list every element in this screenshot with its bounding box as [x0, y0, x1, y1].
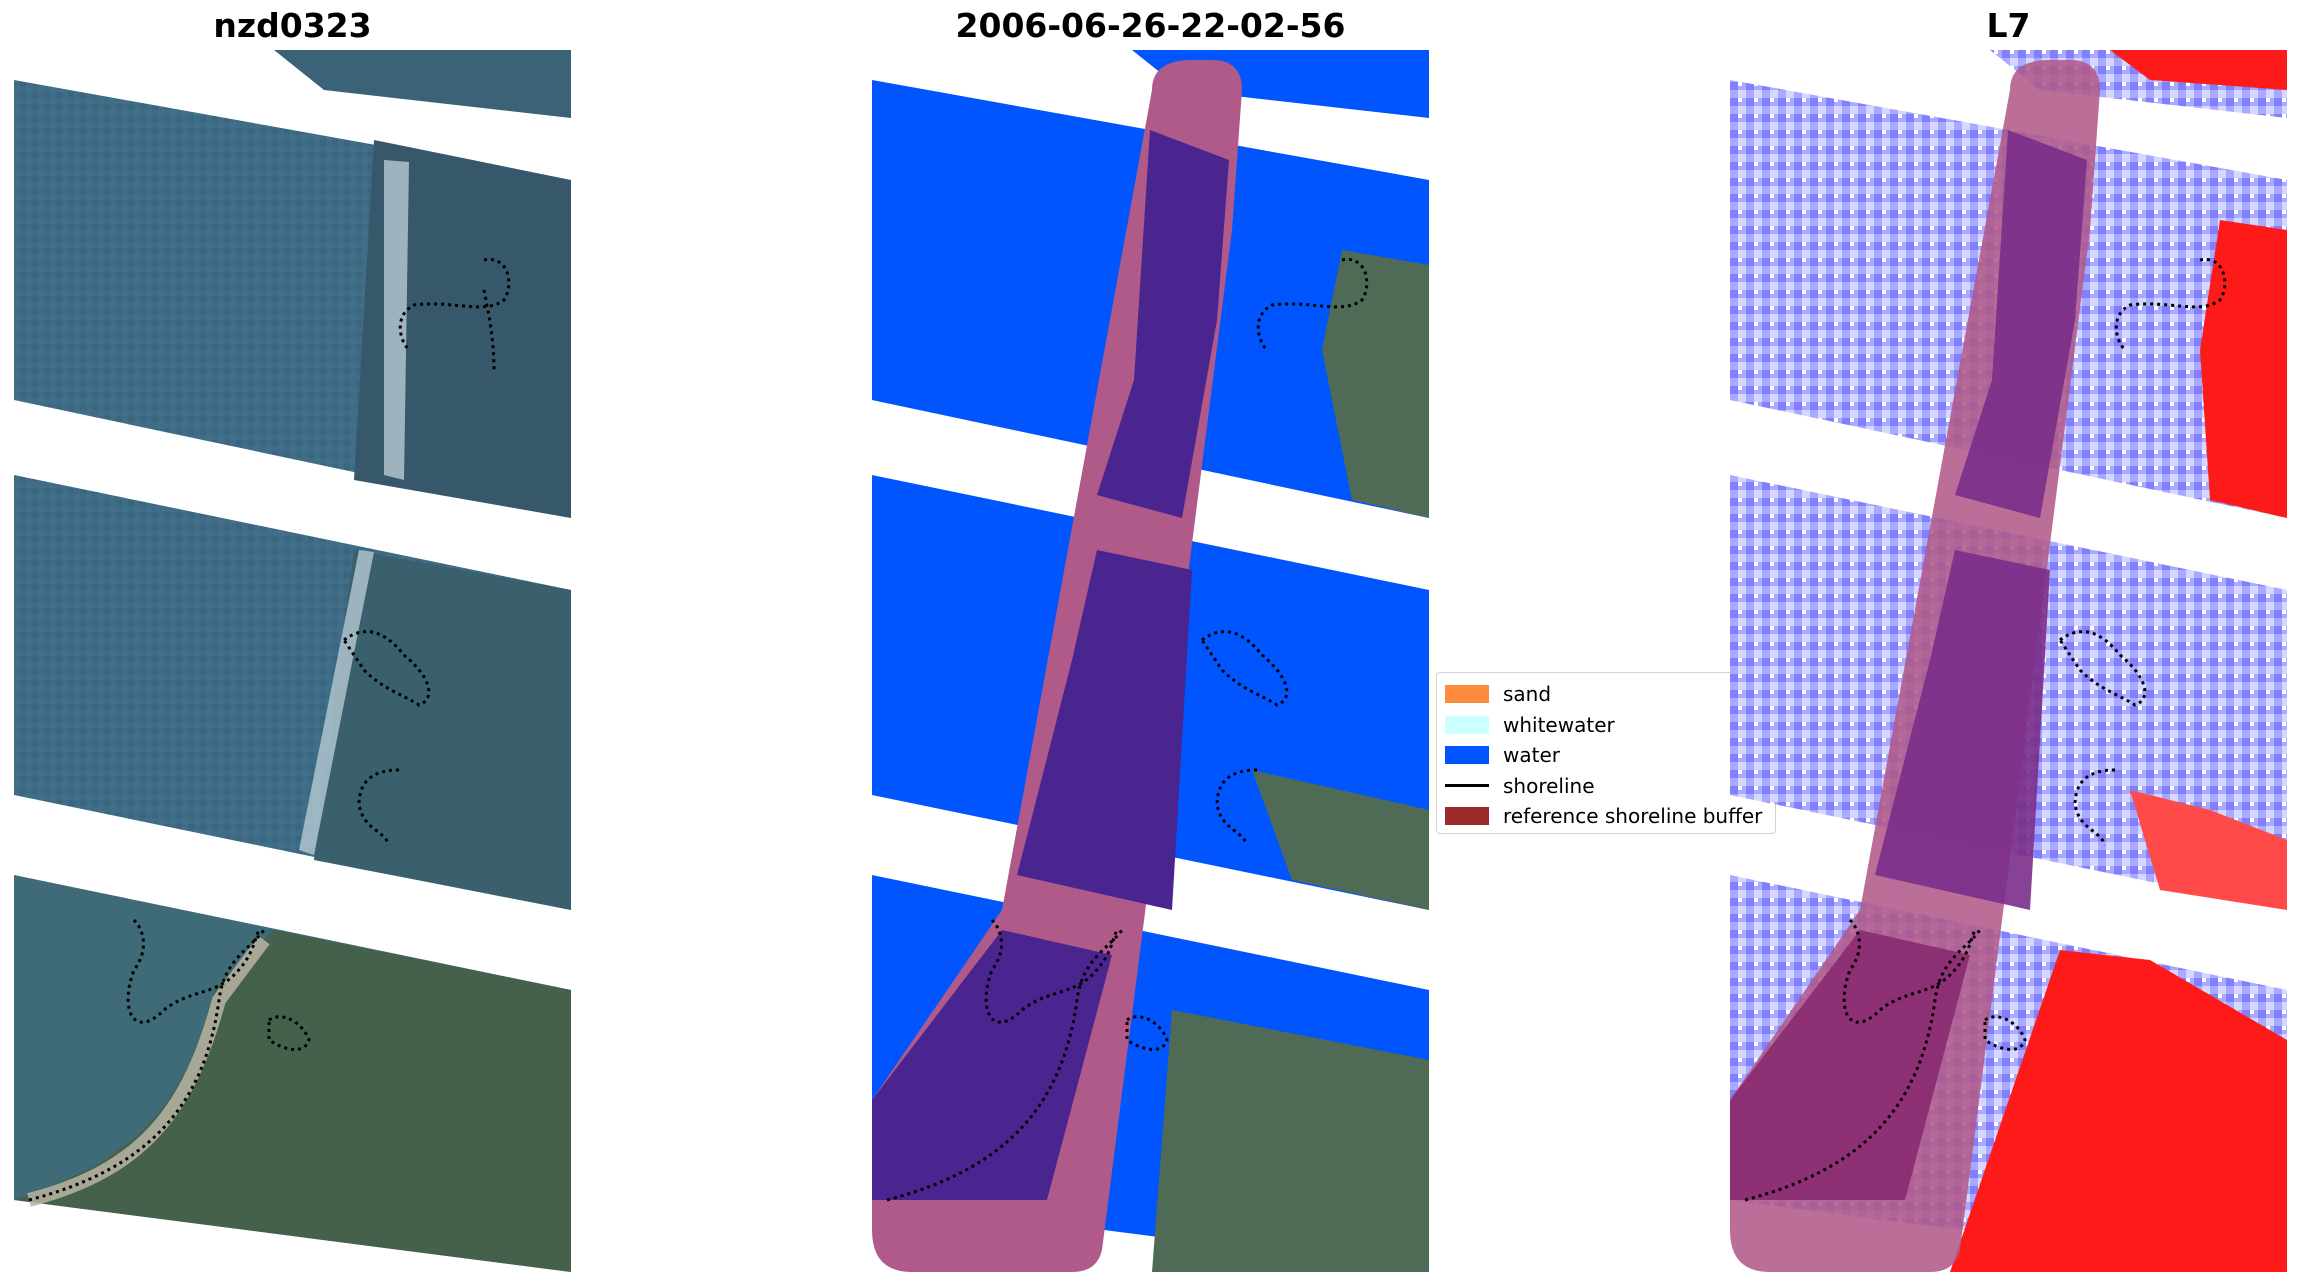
- shoreline-swatch: [1445, 784, 1489, 788]
- buffer-swatch: [1445, 807, 1489, 826]
- legend-item-buffer: reference shoreline buffer: [1445, 801, 1767, 832]
- rgb-image-panel: [14, 50, 571, 1272]
- legend-label: whitewater: [1503, 712, 1615, 737]
- panel-title-rgb: nzd0323: [213, 6, 372, 45]
- classification-panel: [872, 50, 1429, 1272]
- rgb-image: [14, 50, 571, 1272]
- legend-item-water: water: [1445, 740, 1767, 771]
- classification-image: [872, 50, 1429, 1272]
- whitewater-swatch: [1445, 715, 1489, 734]
- legend-label: reference shoreline buffer: [1503, 804, 1763, 829]
- legend-label: sand: [1503, 682, 1552, 707]
- panel-title-classification: 2006-06-26-22-02-56: [955, 6, 1346, 45]
- panel-title-index: L7: [1986, 6, 2031, 45]
- legend-item-sand: sand: [1445, 679, 1767, 710]
- sand-swatch: [1445, 685, 1489, 704]
- legend-label: water: [1503, 743, 1560, 768]
- water-swatch: [1445, 746, 1489, 765]
- index-panel: [1730, 50, 2287, 1272]
- legend: sand whitewater water shoreline referenc…: [1436, 672, 1776, 834]
- index-image: [1730, 50, 2287, 1272]
- legend-label: shoreline: [1503, 773, 1595, 798]
- legend-item-whitewater: whitewater: [1445, 710, 1767, 741]
- legend-item-shoreline: shoreline: [1445, 771, 1767, 802]
